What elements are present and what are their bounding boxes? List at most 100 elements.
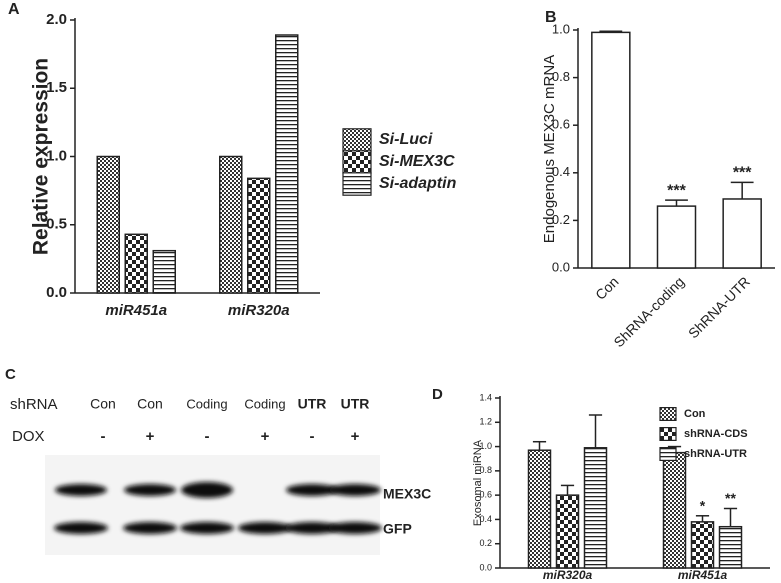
significance: *** (733, 165, 752, 182)
bar (96, 155, 120, 294)
bar (247, 177, 271, 294)
bar (722, 198, 762, 269)
dox-label: + (146, 428, 155, 445)
dox-label: - (205, 428, 210, 445)
y-tick-label: 0.0 (479, 562, 492, 572)
bar (555, 494, 580, 569)
significance: ** (725, 490, 736, 506)
legend-swatch (342, 172, 372, 196)
x-tick-label: Con (592, 273, 621, 302)
y-tick-label: 0.0 (552, 259, 570, 274)
bar (591, 31, 631, 269)
legend-label: Si-MEX3C (379, 153, 455, 170)
band (328, 522, 382, 534)
panel-label: A (8, 1, 20, 18)
y-tick-label: 1.2 (479, 417, 492, 427)
legend-label: shRNA-UTR (684, 448, 747, 460)
legend-swatch (659, 427, 677, 442)
legend-label: Con (684, 408, 706, 420)
x-tick-label: ShRNA-UTR (685, 273, 753, 341)
bar (152, 249, 176, 294)
y-tick-label: 1.5 (46, 79, 67, 96)
band (54, 522, 108, 534)
panel-label: C (5, 366, 16, 383)
y-tick-label: 1.0 (552, 21, 570, 36)
legend-label: shRNA-CDS (684, 428, 748, 440)
significance: *** (667, 182, 686, 199)
band (124, 484, 176, 496)
bar (656, 205, 697, 269)
legend-swatch (342, 128, 372, 152)
error-bar (665, 199, 688, 207)
lane-label: Con (137, 396, 163, 412)
error-bar (730, 181, 754, 199)
y-tick-label: 0.0 (46, 284, 67, 301)
error-bar (560, 484, 575, 496)
band-label: MEX3C (383, 486, 431, 502)
significance: * (700, 497, 706, 513)
row-label: DOX (12, 428, 45, 445)
bar (275, 34, 299, 294)
y-tick-label: 0.4 (552, 164, 570, 179)
band (329, 484, 381, 496)
lane-label: UTR (298, 396, 327, 412)
x-tick-label: miR451a (678, 568, 728, 582)
y-tick-label: 0.6 (479, 490, 492, 500)
y-tick-label: 0.8 (552, 69, 570, 84)
legend-swatch (342, 150, 372, 174)
bar (583, 447, 608, 569)
legend-swatch (659, 407, 677, 422)
band (285, 522, 339, 534)
y-tick-label: 0.4 (479, 514, 492, 524)
y-tick-label: 0.2 (479, 538, 492, 548)
y-tick-label: 1.0 (46, 147, 67, 164)
bar (690, 521, 715, 569)
y-tick-label: 0.6 (552, 117, 570, 132)
row-label: shRNA (10, 396, 58, 413)
band (55, 484, 107, 496)
dox-label: + (351, 428, 360, 445)
bar (718, 525, 743, 569)
y-tick-label: 1.0 (479, 441, 492, 451)
legend-label: Si-adaptin (379, 175, 457, 192)
error-bar (532, 440, 547, 451)
error-bar (695, 515, 710, 522)
bar (662, 451, 687, 569)
dox-label: - (310, 428, 315, 445)
panel-label: D (432, 386, 443, 403)
bar (527, 449, 552, 569)
dox-label: - (101, 428, 106, 445)
band (181, 482, 233, 498)
band (180, 522, 234, 534)
lane-label: Con (90, 396, 116, 412)
band (123, 522, 177, 534)
lane-label: Coding (244, 396, 285, 411)
error-bar (588, 414, 603, 448)
band (286, 484, 338, 496)
x-tick-label: miR451a (105, 302, 167, 319)
panel-label: B (545, 9, 557, 26)
bar (219, 155, 243, 294)
lane-label: Coding (186, 396, 227, 411)
bar (124, 233, 148, 294)
band (238, 522, 292, 534)
error-bar (723, 507, 738, 527)
legend-swatch (659, 447, 677, 462)
y-tick-label: 1.4 (479, 392, 492, 402)
band-label: GFP (383, 521, 412, 537)
x-tick-label: miR320a (228, 302, 290, 319)
dox-label: + (261, 428, 270, 445)
y-tick-label: 0.8 (479, 465, 492, 475)
blot-membrane (45, 455, 380, 555)
y-tick-label: 0.2 (552, 212, 570, 227)
legend-label: Si-Luci (379, 131, 433, 148)
y-tick-label: 2.0 (46, 11, 67, 28)
lane-label: UTR (341, 396, 370, 412)
x-tick-label: ShRNA-coding (610, 273, 687, 350)
y-axis-label: Endogenous MEX3C mRNA (541, 55, 558, 243)
error-bar (599, 30, 623, 33)
y-axis-label: Relative expression (30, 58, 53, 255)
y-tick-label: 0.5 (46, 216, 67, 233)
y-axis-label: Exosomal miRNA (472, 439, 484, 526)
